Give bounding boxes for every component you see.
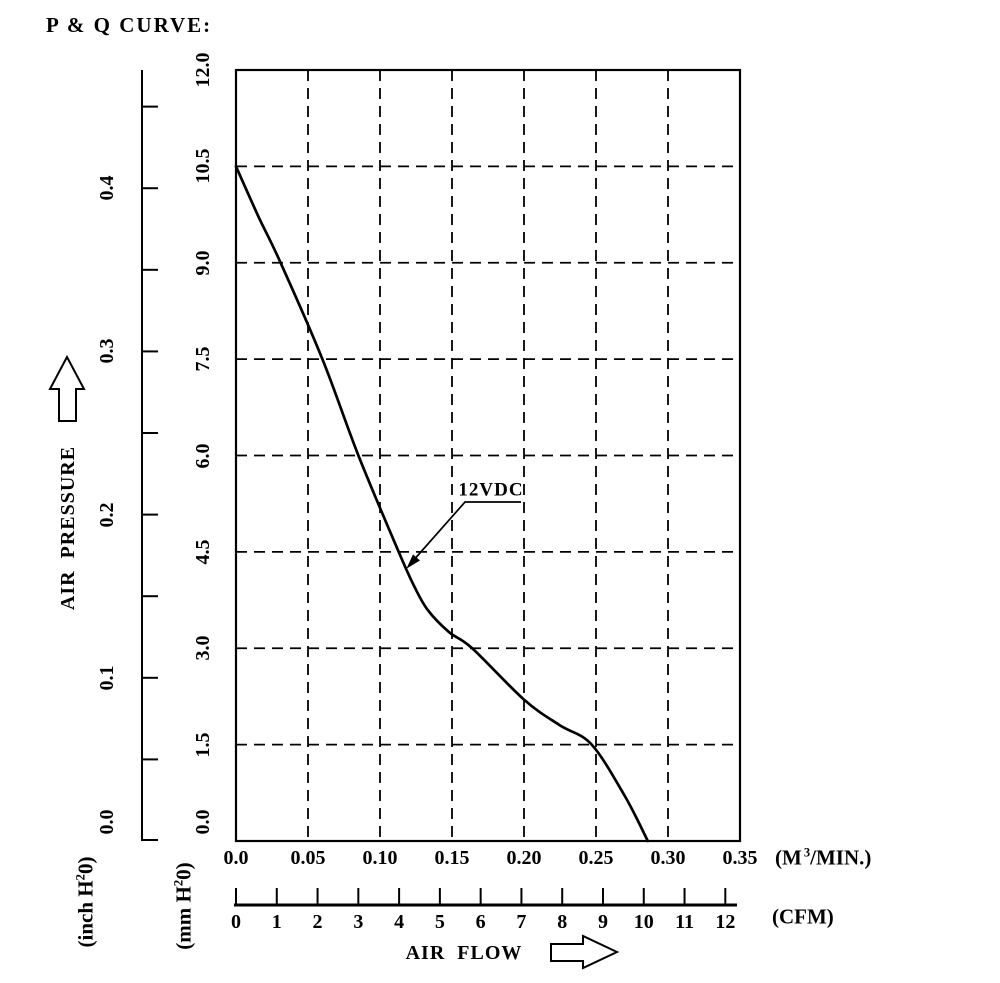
cfm-tick-label: 7	[516, 911, 527, 933]
cfm-tick-label: 1	[271, 911, 282, 933]
pressure-unit-mm-prefix: (mm H	[171, 886, 196, 950]
pressure-unit-inch-suffix: 0)	[73, 856, 98, 875]
cfm-tick-label: 2	[312, 911, 323, 933]
mm-tick-label: 0.0	[192, 809, 214, 835]
mm-tick-label: 1.5	[192, 732, 214, 758]
pressure-unit-mm-sup: 2	[171, 879, 186, 887]
flow-unit-m3-prefix: (M	[775, 845, 802, 870]
cfm-tick-label: 3	[353, 911, 364, 933]
cfm-tick-label: 11	[675, 911, 694, 933]
pressure-unit-inch-prefix: (inch H	[73, 880, 98, 948]
cfm-tick-label: 5	[434, 911, 445, 933]
cfm-tick-label: 12	[715, 911, 736, 933]
cfm-tick-label: 8	[557, 911, 568, 933]
x-tick-label: 0.35	[722, 847, 758, 869]
flow-unit-m3-label: (M 3/MIN.)	[775, 845, 872, 870]
cfm-tick-label: 9	[597, 911, 608, 933]
plot-border	[234, 68, 742, 843]
flow-unit-m3-sup: 3	[803, 845, 811, 860]
chart-title: P & Q CURVE:	[46, 13, 213, 37]
mm-tick-label: 3.0	[192, 635, 214, 661]
x-tick-label: 0.05	[290, 847, 326, 869]
inch-tick-label: 0.0	[96, 809, 118, 835]
inch-tick-label: 0.3	[96, 338, 118, 364]
inch-tick-label: 0.2	[96, 502, 118, 528]
pressure-unit-mm-label: (mm H20)	[171, 862, 196, 950]
x-tick-label: 0.0	[223, 847, 249, 869]
mm-tick-label: 7.5	[192, 346, 214, 372]
mm-tick-label: 6.0	[192, 443, 214, 468]
x-tick-label: 0.30	[650, 847, 686, 869]
x-tick-label: 0.15	[434, 847, 470, 869]
cfm-tick-label: 4	[394, 911, 405, 933]
pressure-axis-title: AIR PRESSURE	[57, 445, 79, 611]
x-tick-label: 0.10	[362, 847, 398, 869]
mm-tick-label: 9.0	[192, 250, 214, 276]
inch-tick-label: 0.1	[96, 665, 118, 691]
fan-curve	[234, 165, 650, 843]
mm-tick-label: 4.5	[192, 539, 214, 565]
flow-unit-m3-suffix: /MIN.)	[810, 845, 872, 870]
mm-tick-label: 10.5	[192, 148, 214, 184]
mm-tick-label: 12.0	[192, 52, 214, 88]
cfm-tick-label: 0	[231, 911, 241, 933]
pressure-unit-inch-sup: 2	[73, 874, 88, 881]
cfm-tick-label: 10	[633, 911, 654, 933]
pressure-unit-mm-suffix: 0)	[171, 862, 196, 880]
air-flow-right-arrow-icon	[550, 934, 620, 970]
air-pressure-up-arrow-icon	[48, 354, 86, 422]
flow-axis-title: AIR FLOW	[405, 942, 523, 964]
curve-series-label: 12VDC	[458, 479, 524, 501]
flow-unit-cfm-label: (CFM)	[772, 904, 834, 929]
leader-arrowhead-icon	[406, 554, 420, 569]
pressure-unit-inch-label: (inch H20)	[73, 856, 98, 948]
curve-label-leader	[411, 501, 521, 563]
x-tick-label: 0.20	[506, 847, 542, 869]
x-tick-label: 0.25	[578, 847, 614, 869]
inch-tick-label: 0.4	[96, 175, 118, 201]
cfm-tick-label: 6	[475, 911, 486, 933]
